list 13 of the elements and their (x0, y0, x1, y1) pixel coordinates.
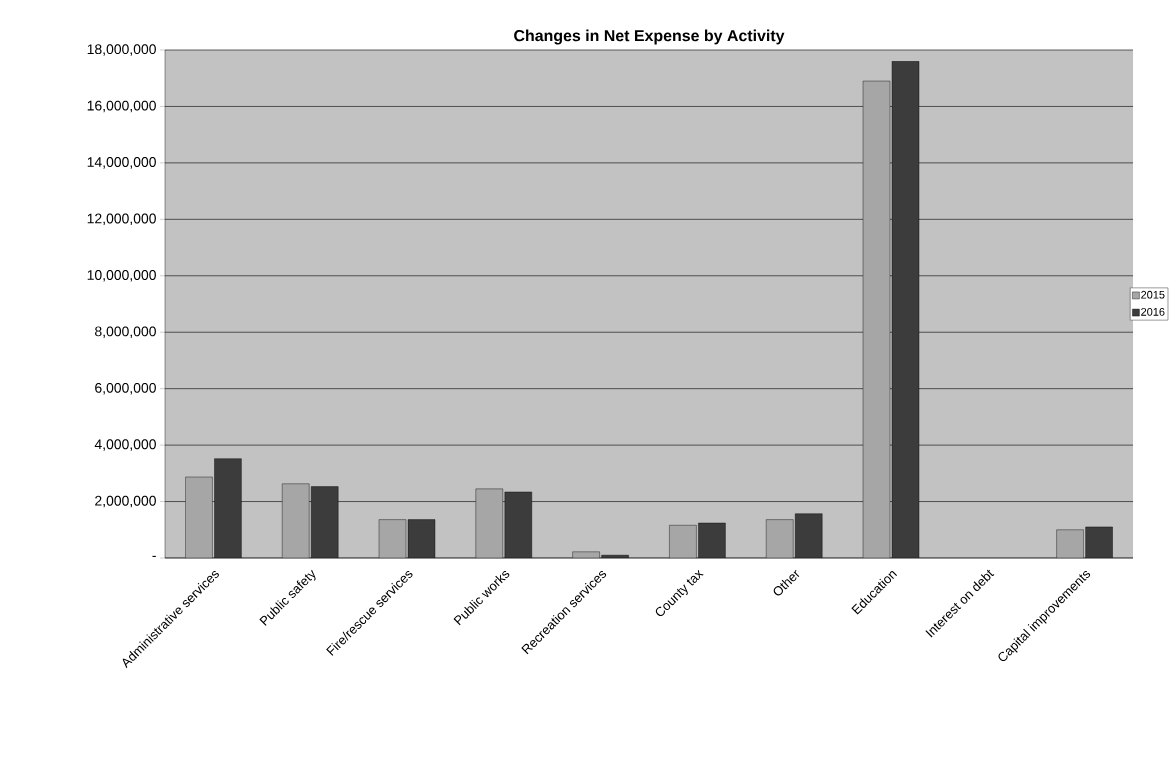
legend-label: 2016 (1141, 308, 1165, 316)
y-tick-label: 2,000,000 (95, 495, 156, 508)
y-tick-label: 12,000,000 (87, 213, 156, 226)
y-tick-label: 10,000,000 (87, 270, 156, 282)
y-tick-label: 18,000,000 (87, 44, 156, 56)
y-tick-label: 4,000,000 (94, 439, 156, 451)
y-tick-label: 6,000,000 (95, 382, 156, 395)
y-tick-label: - (152, 555, 156, 557)
legend-label: 2015 (1141, 290, 1165, 299)
y-tick-label: 14,000,000 (87, 157, 156, 169)
chart-title: Changes in Net Expense by Activity (514, 29, 785, 45)
y-tick-label: 8,000,000 (95, 326, 156, 338)
y-tick-label: 16,000,000 (87, 100, 156, 113)
